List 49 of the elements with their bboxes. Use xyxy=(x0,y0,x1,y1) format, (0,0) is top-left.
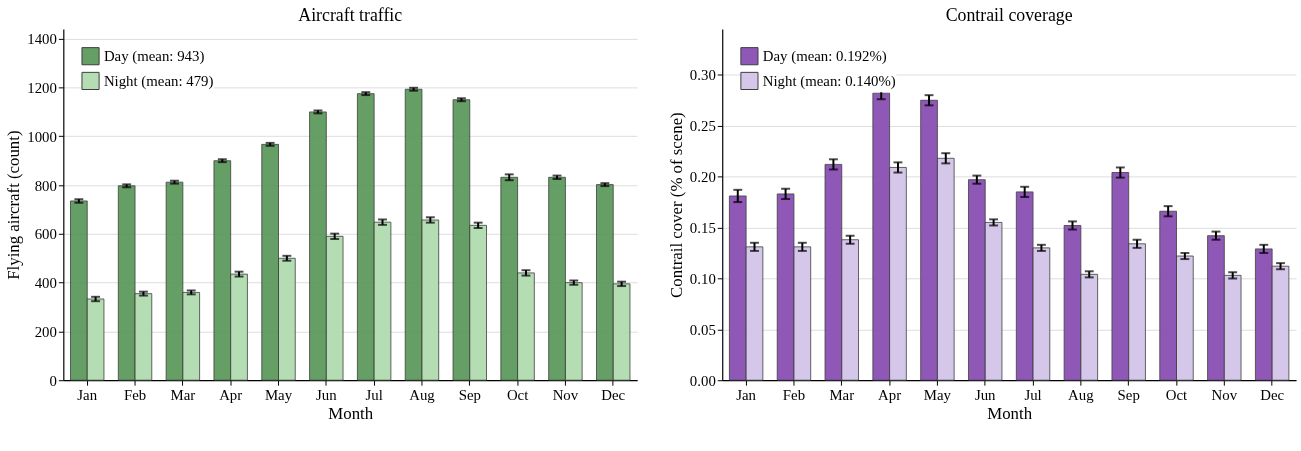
x-tick-label: Jun xyxy=(974,386,997,403)
x-tick-label: Oct xyxy=(1165,386,1189,403)
x-tick-label: Feb xyxy=(782,386,806,403)
x-tick-label: Feb xyxy=(123,386,147,403)
x-tick-label: Jul xyxy=(1024,386,1042,403)
y-tick-label: 0.05 xyxy=(689,321,716,338)
x-tick-label: Sep xyxy=(1117,386,1140,403)
x-tick-label: Apr xyxy=(219,386,243,403)
legend-label: Day (mean: 943) xyxy=(103,48,205,66)
y-tick-label: 1000 xyxy=(27,128,57,145)
x-tick-label: Aug xyxy=(1068,386,1095,403)
x-tick-label: Mar xyxy=(170,386,196,403)
y-tick-label: 0.15 xyxy=(689,219,716,236)
x-tick-label: Jun xyxy=(316,386,338,403)
y-tick-label: 0.00 xyxy=(689,372,716,389)
x-tick-label: May xyxy=(923,386,952,403)
legend-label: Night (mean: 479) xyxy=(103,72,214,90)
x-tick-label: Oct xyxy=(506,386,530,403)
y-tick-label: 200 xyxy=(34,323,57,340)
legend-label: Night (mean: 0.140%) xyxy=(762,72,896,90)
x-tick-label: Mar xyxy=(829,386,855,403)
y-tick-label: 0 xyxy=(49,372,57,389)
x-tick-label: Jul xyxy=(365,386,383,403)
x-tick-label: Jan xyxy=(77,386,98,403)
chart-title: Contrail coverage xyxy=(945,5,1073,26)
y-axis-title: Flying aircraft (count) xyxy=(4,130,24,280)
y-tick-label: 1400 xyxy=(27,31,57,48)
y-tick-label: 1200 xyxy=(27,79,57,96)
x-tick-label: May xyxy=(264,386,293,403)
chart-title: Aircraft traffic xyxy=(298,5,403,26)
x-axis-title: Month xyxy=(987,404,1033,424)
x-tick-label: Jan xyxy=(736,386,757,403)
y-tick-label: 600 xyxy=(34,226,57,243)
y-tick-label: 800 xyxy=(34,177,57,194)
y-tick-label: 0.10 xyxy=(689,270,716,287)
y-tick-label: 0.25 xyxy=(689,118,716,135)
legend-label: Day (mean: 0.192%) xyxy=(762,48,887,66)
x-tick-label: Sep xyxy=(458,386,481,403)
y-tick-label: 0.20 xyxy=(689,169,716,186)
x-tick-label: Nov xyxy=(1211,386,1238,403)
x-tick-label: Dec xyxy=(601,386,626,403)
y-tick-label: 400 xyxy=(34,275,57,292)
x-tick-label: Apr xyxy=(878,386,902,403)
x-tick-label: Aug xyxy=(409,386,436,403)
y-tick-label: 0.30 xyxy=(689,67,716,84)
x-tick-label: Dec xyxy=(1260,386,1285,403)
x-tick-label: Nov xyxy=(552,386,579,403)
x-axis-title: Month xyxy=(328,404,374,424)
y-axis-title: Contrail cover (% of scene) xyxy=(666,112,686,298)
